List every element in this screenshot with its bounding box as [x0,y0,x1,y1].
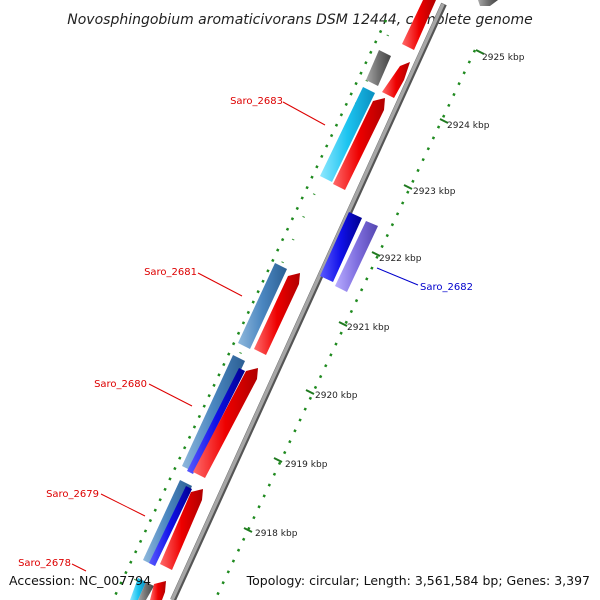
gene-saro-2678-cyan [130,578,146,600]
map-title: Novosphingobium aromaticivorans DSM 1244… [67,12,532,28]
gene-saro-2681-red [254,273,300,355]
leader-saro-2680 [148,383,193,407]
gene-gray [366,50,391,86]
kbp-label: 2919 kbp [285,460,328,470]
gene-saro-2678-gray [138,582,154,600]
gene-label-saro-2683: Saro_2683 [230,96,283,107]
kbp-label: 2923 kbp [413,187,456,197]
gc-dots-inner [111,19,388,600]
gene-saro-2683-cyan [320,87,375,182]
gene-label-saro-2678: Saro_2678 [18,558,71,569]
accession-label: Accession: NC_007794 [9,573,152,588]
kbp-axis [243,49,485,533]
gene-red-2 [382,62,410,98]
leader-saro-2679 [100,493,146,517]
gene-saro-2678-red [150,581,166,600]
kbp-label: 2924 kbp [447,121,490,131]
gene-label-saro-2682: Saro_2682 [420,282,473,293]
topology-label: Topology: circular; Length: 3,561,584 bp… [246,573,590,588]
gene-saro-2680-steel [182,355,245,472]
genome-backbone [170,3,445,600]
leader-saro-2678 [71,563,87,572]
gene-red-top [402,0,436,50]
gene-label-saro-2679: Saro_2679 [46,489,99,500]
leader-saro-2683 [282,101,326,126]
leader-saro-2681 [197,272,243,297]
kbp-label: 2922 kbp [379,254,422,264]
gene-saro-2680-blue [187,368,245,474]
gene-saro-2682-lavender [335,221,378,292]
gene-saro-2680-red [193,368,258,478]
kbp-label: 2925 kbp [482,53,525,63]
gene-saro-2682-blue [320,212,362,282]
gene-label-saro-2680: Saro_2680 [94,379,147,390]
gene-saro-2679-blue [149,486,192,566]
kbp-label: 2918 kbp [255,529,298,539]
gene-gray-top [478,0,498,6]
leader-saro-2682 [376,267,419,286]
gene-label-saro-2681: Saro_2681 [144,267,197,278]
gene-saro-2679-red [160,489,203,570]
gene-saro-2681-steel [238,263,287,349]
kbp-label: 2921 kbp [347,323,390,333]
kbp-label: 2920 kbp [315,391,358,401]
gene-saro-2683-red [333,98,385,190]
